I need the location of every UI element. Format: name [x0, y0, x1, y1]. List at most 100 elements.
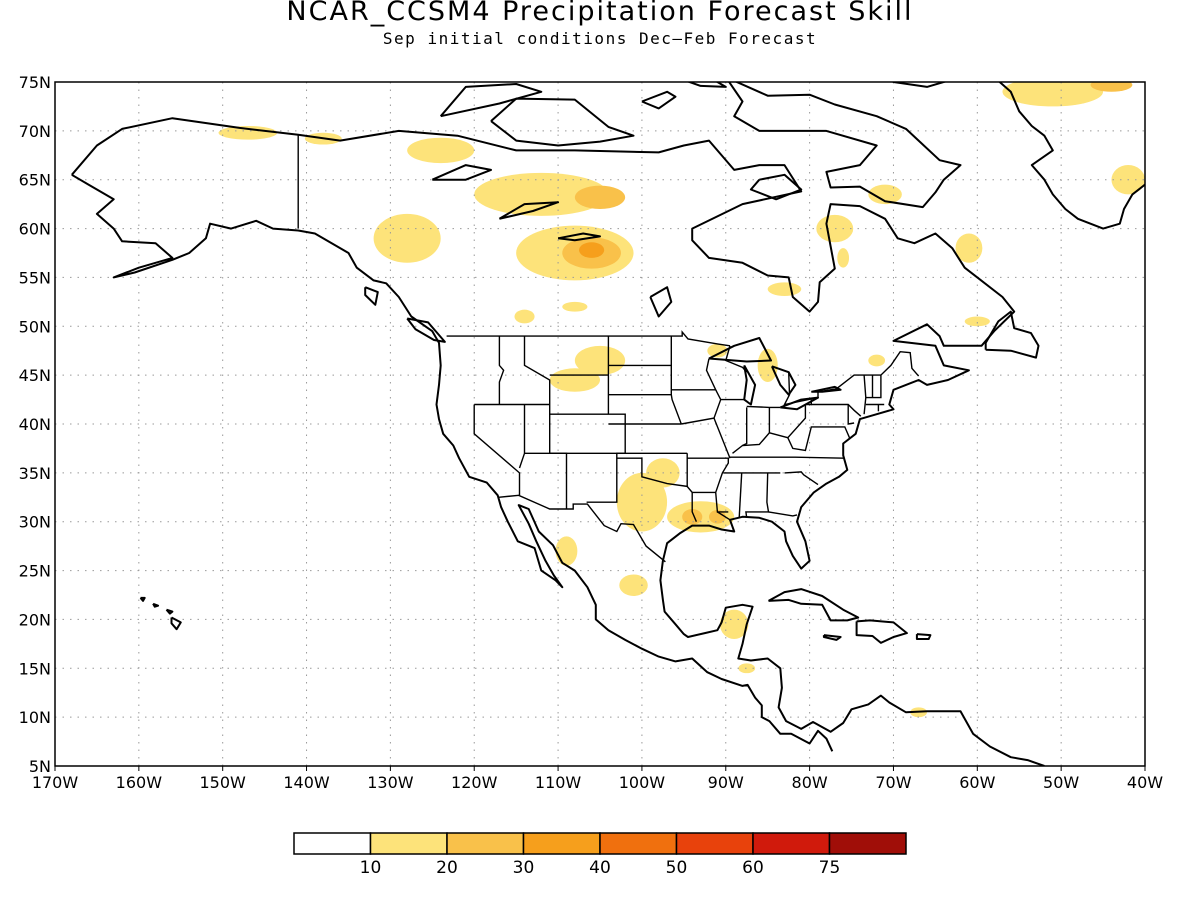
border-line [498, 494, 666, 563]
colorbar-label: 20 [436, 858, 458, 878]
colorbar-swatch [522, 832, 601, 855]
lat-tick-label: 40N [19, 415, 51, 434]
lon-tick-label: 170W [32, 773, 79, 792]
lon-tick-label: 140W [283, 773, 330, 792]
lat-tick-label: 35N [19, 464, 51, 483]
skill-region [218, 125, 278, 140]
border-line [671, 358, 717, 391]
border-line [768, 511, 798, 517]
skill-region [1002, 82, 1104, 107]
skill-region [579, 242, 605, 258]
skill-region [719, 609, 749, 639]
skill-region [619, 574, 648, 596]
skill-region [757, 348, 778, 382]
colorbar-label: 60 [742, 858, 764, 878]
lon-tick-label: 50W [1043, 773, 1079, 792]
skill-region [738, 663, 756, 674]
colorbar-label: 40 [589, 858, 611, 878]
border-line [713, 417, 731, 459]
border-line [746, 405, 781, 409]
skill-region [574, 345, 626, 376]
skill-region [709, 509, 726, 524]
lon-tick-label: 150W [200, 773, 247, 792]
map-frame [54, 81, 1146, 767]
colorbar-swatch [828, 832, 907, 855]
border-line [681, 389, 722, 425]
border-line [732, 404, 807, 454]
border-line [724, 345, 748, 373]
lat-tick-label: 55N [19, 268, 51, 287]
skill-region [964, 316, 990, 327]
border-line [549, 413, 626, 503]
border-line [784, 471, 819, 486]
border-line [742, 407, 748, 447]
colorbar-swatch [369, 832, 448, 855]
colorbar-label: 30 [513, 858, 535, 878]
coastline [822, 634, 842, 641]
axis-labels: 170W 160W 150W 140W 130W 120W 110W 100W 90W 80W 70… [19, 73, 1164, 792]
skill-fill-layer [218, 82, 1145, 718]
lon-tick-label: 120W [451, 773, 498, 792]
lon-tick-label: 60W [959, 773, 995, 792]
coastline [364, 286, 379, 306]
skill-region [707, 343, 728, 358]
coastline [768, 588, 860, 622]
coastline [727, 82, 962, 209]
lat-tick-label: 50N [19, 317, 51, 336]
chart-subtitle: Sep initial conditions Dec–Feb Forecast [382, 29, 818, 48]
state-borders [297, 134, 920, 563]
border-line [616, 457, 689, 488]
lat-tick-label: 70N [19, 122, 51, 141]
border-line [847, 404, 855, 425]
border-line [523, 336, 568, 509]
border-line [783, 350, 920, 406]
coastline [490, 97, 635, 147]
lon-tick-label: 40W [1127, 773, 1163, 792]
coastline [152, 602, 160, 608]
coastline [649, 286, 673, 318]
colorbar-label: 50 [666, 858, 688, 878]
border-line [863, 375, 867, 415]
skill-region [816, 214, 854, 243]
skill-region [474, 172, 609, 216]
lat-tick-label: 75N [19, 73, 51, 92]
lon-tick-label: 160W [116, 773, 163, 792]
lat-tick-label: 10N [19, 708, 51, 727]
lat-tick-label: 15N [19, 659, 51, 678]
border-line [811, 403, 862, 417]
coastline [984, 310, 1040, 359]
skill-region [682, 509, 703, 525]
lat-tick-label: 45N [19, 366, 51, 385]
lon-tick-label: 130W [367, 773, 414, 792]
coastline [743, 364, 757, 406]
colorbar-label: 10 [360, 858, 382, 878]
coastline [439, 83, 543, 118]
coastline [557, 232, 601, 242]
skill-region [574, 185, 626, 210]
coastline [770, 365, 797, 396]
border-line [518, 404, 526, 469]
lon-tick-label: 110W [535, 773, 582, 792]
skill-region [555, 536, 578, 566]
coastline [170, 616, 182, 631]
colorbar-swatch [752, 832, 831, 855]
border-line [745, 472, 770, 518]
skill-region [837, 248, 850, 268]
lon-tick-label: 90W [708, 773, 744, 792]
coastline [498, 201, 560, 220]
border-line [865, 375, 882, 399]
skill-region [955, 233, 983, 263]
coastline [749, 173, 803, 201]
skill-region [549, 368, 600, 392]
skill-region [767, 282, 802, 296]
coastline [915, 633, 932, 640]
coastline [708, 337, 772, 363]
coastline [891, 82, 1145, 230]
colorbar-swatch [293, 832, 372, 855]
colorbar: 10 20 30 40 50 60 75 [293, 832, 907, 878]
border-line [473, 404, 521, 496]
lat-tick-label: 30N [19, 513, 51, 532]
border-line [730, 456, 845, 459]
chart-title: NCAR_CCSM4 Precipitation Forecast Skill [286, 0, 914, 27]
coastline [165, 608, 174, 615]
